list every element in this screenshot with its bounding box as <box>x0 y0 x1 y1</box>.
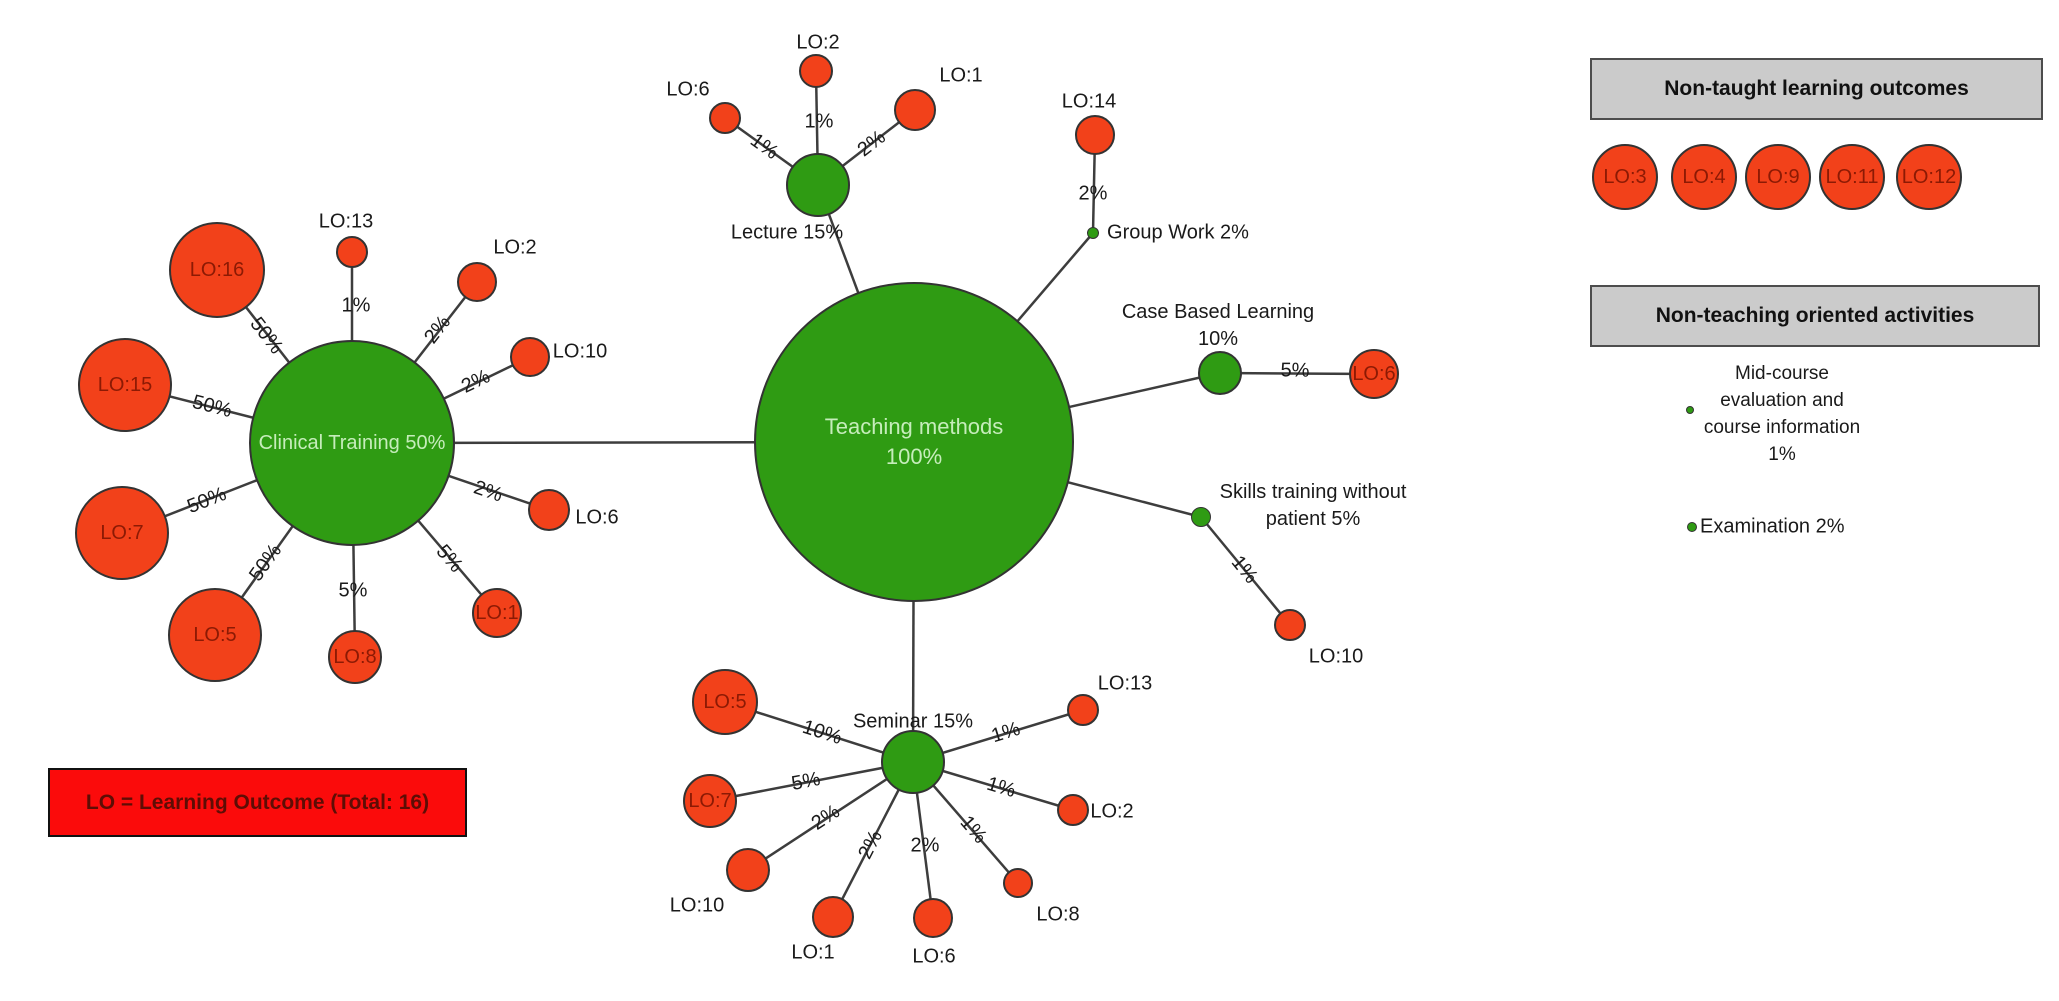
node-clinical-training-lo-10-label: LO:10 <box>552 340 608 363</box>
node-clinical-training-lo-10 <box>510 337 550 377</box>
node-seminar-lo-2 <box>1057 794 1089 826</box>
edge-pct-label: 1% <box>341 294 371 317</box>
node-case-based-learning-lo-6: LO:6 <box>1349 349 1399 399</box>
node-clinical-training-lo-2 <box>457 262 497 302</box>
node-non-taught-lo-4-label: LO:4 <box>1682 166 1726 188</box>
mid-course-line-3: course information <box>1703 417 1861 438</box>
node-non-taught-lo-12-label: LO:12 <box>1901 166 1957 188</box>
node-clinical-training-lo-8: LO:8 <box>328 630 382 684</box>
legend-box: LO = Learning Outcome (Total: 16) <box>48 768 467 837</box>
node-seminar-lo-2-label: LO:2 <box>1090 800 1134 823</box>
mid-course-line-2: evaluation and <box>1720 390 1844 411</box>
node-clinical-training-lo-16: LO:16 <box>169 222 265 318</box>
edge-line <box>1200 516 1291 626</box>
node-clinical-training-lo-5-label: LO:5 <box>193 624 237 646</box>
node-seminar-lo-6-label: LO:6 <box>912 945 956 968</box>
node-lecture-lo-6-label: LO:6 <box>666 78 710 101</box>
hub-lecture <box>786 153 850 217</box>
node-non-taught-lo-12: LO:12 <box>1896 144 1962 210</box>
node-group-work-lo-14-label: LO:14 <box>1061 90 1117 113</box>
node-non-taught-lo-9-label: LO:9 <box>1756 166 1800 188</box>
non-teaching-title: Non-teaching oriented activities <box>1655 304 1975 327</box>
non-teaching-header-box: Non-teaching oriented activities <box>1590 285 2040 347</box>
node-seminar-lo-13-label: LO:13 <box>1097 672 1153 695</box>
node-clinical-training-lo-5: LO:5 <box>168 588 262 682</box>
node-clinical-training-lo-13-label: LO:13 <box>318 210 374 233</box>
node-seminar-lo-10 <box>726 848 770 892</box>
non-taught-title: Non-taught learning outcomes <box>1664 77 1969 100</box>
node-lecture-lo-1-label: LO:1 <box>939 64 983 87</box>
node-lecture-lo-2-label: LO:2 <box>796 31 840 54</box>
node-seminar-lo-7-label: LO:7 <box>688 790 732 812</box>
legend-text: LO = Learning Outcome (Total: 16) <box>85 790 430 814</box>
edge-pct-label: 2% <box>1078 182 1108 205</box>
node-seminar-lo-5: LO:5 <box>692 669 758 735</box>
node-lecture-lo-6 <box>709 102 741 134</box>
node-non-taught-lo-9: LO:9 <box>1745 144 1811 210</box>
mid-course-line-1: Mid-course <box>1735 363 1829 384</box>
node-seminar-lo-6 <box>913 898 953 938</box>
node-clinical-training-lo-15: LO:15 <box>78 338 172 432</box>
node-seminar-lo-1-label: LO:1 <box>791 941 835 964</box>
edge-pct-label: 5% <box>338 579 368 602</box>
hub-skills-training-without-patient-label: Skills training without patient 5% <box>1219 481 1407 530</box>
node-skills-training-without-patient-lo-10-label: LO:10 <box>1308 645 1364 668</box>
node-group-work-lo-14 <box>1075 115 1115 155</box>
edge-pct-label: 1% <box>804 110 834 133</box>
hub-seminar-label: Seminar 15% <box>852 710 974 733</box>
dot-mid-course <box>1686 406 1694 414</box>
dot-examination-2 <box>1687 522 1697 532</box>
node-non-taught-lo-3: LO:3 <box>1592 144 1658 210</box>
edge-pct-label: 5% <box>1280 359 1310 382</box>
edge-line <box>709 760 914 803</box>
hub-clinical-training: Clinical Training 50% <box>249 340 455 546</box>
node-non-taught-lo-3-label: LO:3 <box>1603 166 1647 188</box>
node-seminar-lo-1 <box>812 896 854 938</box>
hub-seminar <box>881 730 945 794</box>
node-clinical-training-lo-7: LO:7 <box>75 486 169 580</box>
node-clinical-training-lo-15-label: LO:15 <box>97 374 153 396</box>
edge-line <box>747 760 914 872</box>
hub-skills-training-without-patient <box>1191 507 1211 527</box>
node-teaching-methods: Teaching methods 100% <box>754 282 1074 602</box>
node-non-taught-lo-4: LO:4 <box>1671 144 1737 210</box>
examination-label: Examination 2% <box>1700 515 1845 538</box>
node-clinical-training-lo-6-label: LO:6 <box>575 506 619 529</box>
mid-course-evaluation-item: Mid-course evaluation and course informa… <box>1704 360 1860 468</box>
node-seminar-lo-7: LO:7 <box>683 774 737 828</box>
node-seminar-lo-8 <box>1003 868 1033 898</box>
node-clinical-training-lo-1-label: LO:1 <box>475 602 519 624</box>
node-skills-training-without-patient-lo-10 <box>1274 609 1306 641</box>
node-lecture-lo-1 <box>894 89 936 131</box>
hub-group-work-label: Group Work 2% <box>1107 221 1249 244</box>
node-clinical-training-lo-2-label: LO:2 <box>493 236 537 259</box>
hub-clinical-training-label: Clinical Training 50% <box>258 432 446 454</box>
node-clinical-training-lo-16-label: LO:16 <box>189 259 245 281</box>
node-clinical-training-lo-13 <box>336 236 368 268</box>
node-clinical-training-lo-1: LO:1 <box>472 588 522 638</box>
node-clinical-training-lo-6 <box>528 489 570 531</box>
node-clinical-training-lo-8-label: LO:8 <box>333 646 377 668</box>
edge-pct-label: 2% <box>910 834 940 857</box>
node-seminar-lo-8-label: LO:8 <box>1036 903 1080 926</box>
edge-line <box>1219 371 1375 376</box>
hub-lecture-label: Lecture 15% <box>730 221 844 244</box>
node-seminar-lo-5-label: LO:5 <box>703 691 747 713</box>
node-non-taught-lo-11: LO:11 <box>1819 144 1885 210</box>
node-clinical-training-lo-7-label: LO:7 <box>100 522 144 544</box>
node-non-taught-lo-11-label: LO:11 <box>1825 166 1879 188</box>
node-seminar-lo-13 <box>1067 694 1099 726</box>
examination-item: Examination 2% <box>1700 516 1845 539</box>
node-lecture-lo-2 <box>799 54 833 88</box>
edge-pct-label: 5% <box>789 767 823 796</box>
hub-case-based-learning-label: Case Based Learning 10% <box>1121 301 1315 350</box>
node-teaching-methods-label: Teaching methods 100% <box>824 414 1004 469</box>
node-seminar-lo-10-label: LO:10 <box>669 894 725 917</box>
mid-course-line-4: 1% <box>1768 444 1796 465</box>
hub-case-based-learning <box>1198 351 1242 395</box>
hub-group-work <box>1087 227 1099 239</box>
node-case-based-learning-lo-6-label: LO:6 <box>1352 363 1396 385</box>
non-taught-header-box: Non-taught learning outcomes <box>1590 58 2043 120</box>
